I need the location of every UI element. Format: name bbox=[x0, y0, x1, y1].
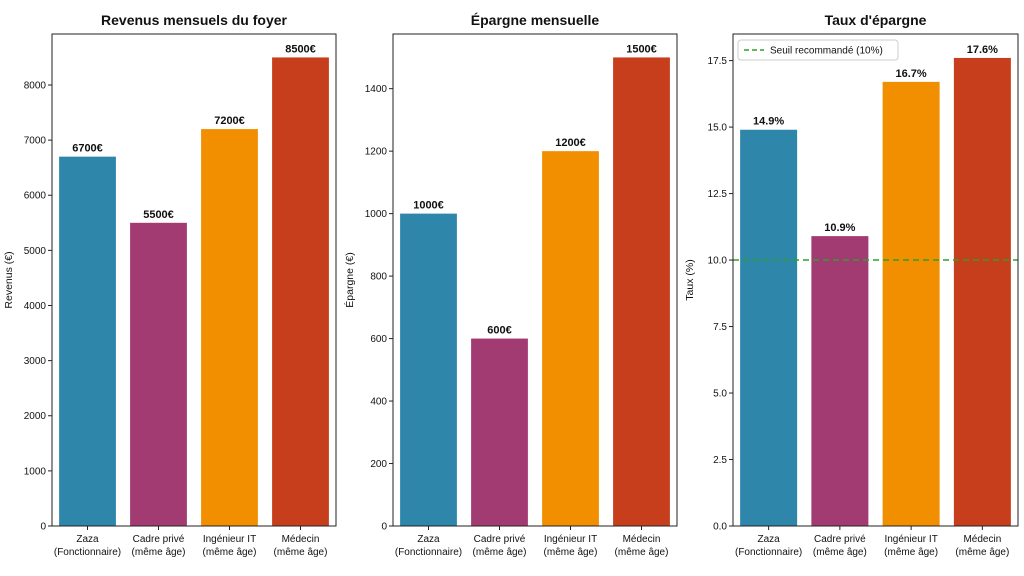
y-tick-label: 1000 bbox=[24, 466, 47, 477]
bar bbox=[471, 338, 528, 526]
y-tick-label: 6000 bbox=[24, 191, 47, 202]
chart-panel-taux: Taux d'épargne Taux (%) 0.0 2.5 5.0 7.5 10.0 12… bbox=[684, 12, 1019, 558]
y-tick-label: 7000 bbox=[24, 136, 47, 147]
y-tick-label: 200 bbox=[370, 459, 387, 470]
x-tick-label: (Fonctionnaire) bbox=[735, 547, 802, 558]
bar bbox=[740, 129, 798, 526]
bar-value-label: 10.9% bbox=[824, 222, 855, 234]
bar-value-label: 7200€ bbox=[214, 115, 245, 127]
x-tick-label: (même âge) bbox=[813, 547, 867, 558]
y-tick-label: 0 bbox=[381, 522, 387, 533]
y-tick-label: 4000 bbox=[24, 301, 47, 312]
y-tick-label: 8000 bbox=[24, 80, 47, 91]
bar-value-label: 1500€ bbox=[626, 43, 657, 55]
bar bbox=[811, 236, 869, 527]
bar bbox=[882, 81, 940, 526]
y-tick-label: 1200 bbox=[365, 147, 388, 158]
chart-panel-epargne: Épargne mensuelle Épargne (€) 0 200 400 600 80… bbox=[343, 12, 678, 558]
x-tick-label: Ingénieur IT bbox=[884, 534, 937, 545]
x-tick-label: Médecin bbox=[282, 534, 320, 545]
y-tick-label: 3000 bbox=[24, 356, 47, 367]
y-tick-label: 600 bbox=[370, 334, 387, 345]
y-tick-label: 17.5 bbox=[708, 56, 728, 67]
x-tick-label: (même âge) bbox=[203, 547, 257, 558]
x-tick-label: Zaza bbox=[758, 534, 781, 545]
x-tick-label: Médecin bbox=[623, 534, 661, 545]
chart-title: Revenus mensuels du foyer bbox=[101, 12, 288, 28]
bar bbox=[613, 57, 670, 527]
chart-title: Taux d'épargne bbox=[825, 12, 927, 28]
bar-value-label: 1200€ bbox=[555, 137, 586, 149]
bar-value-label: 14.9% bbox=[753, 116, 784, 128]
legend-box bbox=[737, 39, 899, 61]
bar-value-label: 8500€ bbox=[285, 43, 316, 55]
y-tick-label: 5.0 bbox=[713, 389, 727, 400]
y-axis-label: Taux (%) bbox=[684, 259, 696, 300]
y-tick-label: 5000 bbox=[24, 246, 47, 257]
bar-value-label: 6700€ bbox=[72, 143, 103, 155]
bar-value-label: 600€ bbox=[487, 325, 511, 337]
chart-panel-revenus: Revenus mensuels du foyer Revenus (€) 0 100… bbox=[3, 12, 337, 558]
legend: Seuil recommandé (10%) bbox=[737, 39, 899, 61]
x-tick-label: (même âge) bbox=[615, 547, 669, 558]
y-tick-label: 12.5 bbox=[708, 189, 728, 200]
x-tick-label: (même âge) bbox=[955, 547, 1009, 558]
x-tick-label: Ingénieur IT bbox=[203, 534, 256, 545]
y-tick-label: 1000 bbox=[365, 209, 388, 220]
x-tick-label: (même âge) bbox=[274, 547, 328, 558]
y-tick-label: 10.0 bbox=[708, 256, 728, 267]
bar-value-label: 16.7% bbox=[896, 68, 927, 80]
y-tick-label: 400 bbox=[370, 397, 387, 408]
x-tick-label: Cadre privé bbox=[474, 534, 526, 545]
y-tick-label: 7.5 bbox=[713, 322, 727, 333]
y-tick-label: 800 bbox=[370, 272, 387, 283]
chart-title: Épargne mensuelle bbox=[471, 12, 600, 28]
y-tick-label: 1400 bbox=[365, 84, 388, 95]
y-tick-label: 15.0 bbox=[708, 123, 728, 134]
x-tick-label: (même âge) bbox=[884, 547, 938, 558]
bar bbox=[953, 57, 1011, 527]
y-tick-label: 0.0 bbox=[713, 522, 727, 533]
x-tick-label: Zaza bbox=[76, 534, 99, 545]
plot-frame bbox=[732, 33, 1019, 527]
bar bbox=[400, 213, 457, 526]
y-axis-label: Épargne (€) bbox=[343, 252, 356, 307]
x-tick-label: Zaza bbox=[417, 534, 440, 545]
x-tick-label: (même âge) bbox=[544, 547, 598, 558]
x-tick-label: (Fonctionnaire) bbox=[395, 547, 462, 558]
bar bbox=[542, 151, 599, 526]
x-tick-label: (même âge) bbox=[132, 547, 186, 558]
bar-value-label: 5500€ bbox=[143, 209, 174, 221]
bar bbox=[59, 156, 116, 526]
bar bbox=[201, 129, 258, 526]
legend-label: Seuil recommandé (10%) bbox=[770, 46, 883, 57]
x-tick-label: Ingénieur IT bbox=[544, 534, 597, 545]
x-tick-label: Cadre privé bbox=[814, 534, 866, 545]
x-tick-label: (même âge) bbox=[473, 547, 527, 558]
plot-frame bbox=[392, 33, 678, 527]
bar bbox=[272, 57, 329, 527]
x-tick-label: Médecin bbox=[963, 534, 1001, 545]
y-axis-label: Revenus (€) bbox=[3, 251, 15, 308]
y-tick-label: 2000 bbox=[24, 411, 47, 422]
y-tick-label: 2.5 bbox=[713, 455, 727, 466]
y-tick-label: 0 bbox=[40, 522, 46, 533]
bar bbox=[130, 222, 187, 527]
x-tick-label: (Fonctionnaire) bbox=[54, 547, 121, 558]
bar-value-label: 1000€ bbox=[413, 200, 444, 212]
plot-frame bbox=[51, 33, 337, 527]
bar-value-label: 17.6% bbox=[967, 44, 998, 56]
x-tick-label: Cadre privé bbox=[133, 534, 185, 545]
